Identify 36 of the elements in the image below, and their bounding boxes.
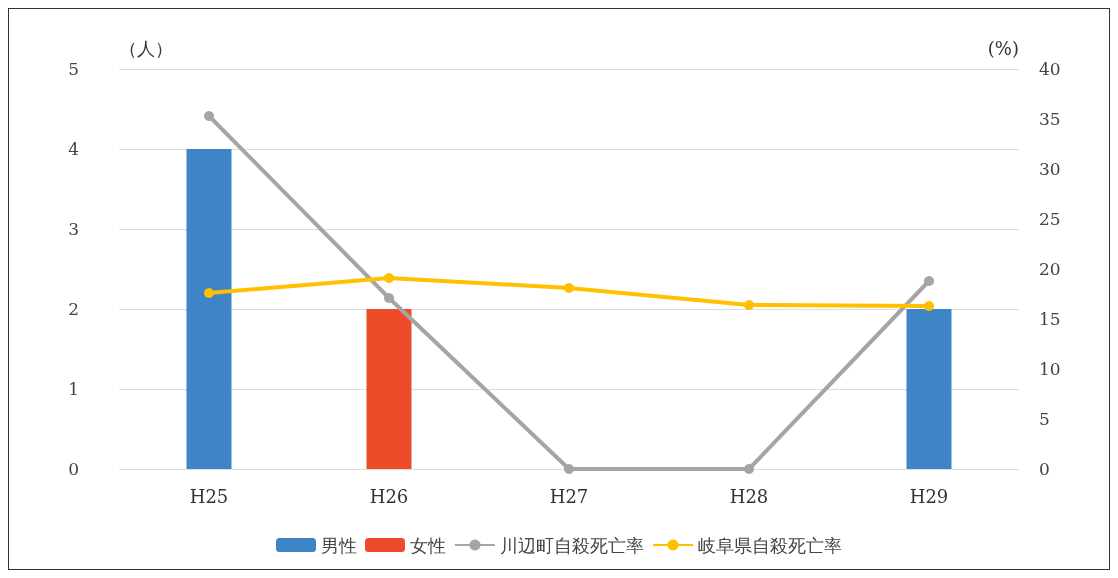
y2-tick-label: 0 (1039, 459, 1050, 479)
x-tick-label: H28 (729, 485, 769, 507)
legend-label: 川辺町自殺死亡率 (500, 534, 644, 556)
y-tick-label: 5 (68, 59, 79, 79)
y2-tick-label: 20 (1039, 259, 1061, 279)
y2-axis-title: (%) (987, 37, 1019, 59)
y-tick-label: 4 (68, 139, 79, 159)
point (924, 301, 934, 311)
y-axis-title: （人） (119, 37, 173, 59)
y2-tick-label: 15 (1039, 309, 1061, 329)
point (204, 111, 214, 121)
y2-tick-label: 35 (1039, 109, 1061, 129)
point (384, 293, 394, 303)
point (744, 464, 754, 474)
point (204, 288, 214, 298)
point (384, 273, 394, 283)
legend-label: 岐阜県自殺死亡率 (698, 534, 842, 556)
y2-tick-label: 40 (1039, 59, 1061, 79)
x-tick-label: H29 (909, 485, 949, 507)
y2-tick-label: 30 (1039, 159, 1061, 179)
y-tick-label: 3 (68, 219, 79, 239)
y-tick-label: 1 (68, 379, 79, 399)
point (744, 300, 754, 310)
y-tick-label: 2 (68, 299, 79, 319)
y2-tick-label: 5 (1039, 409, 1050, 429)
y-tick-label: 0 (68, 459, 79, 479)
legend-label: 女性 (410, 534, 446, 556)
point (924, 276, 934, 286)
y2-tick-label: 10 (1039, 359, 1061, 379)
x-tick-label: H27 (549, 485, 589, 507)
x-tick-label: H25 (189, 485, 229, 507)
point (564, 464, 574, 474)
y2-tick-label: 25 (1039, 209, 1061, 229)
x-tick-label: H26 (369, 485, 409, 507)
point (564, 283, 574, 293)
legend-label: 男性 (321, 534, 357, 556)
